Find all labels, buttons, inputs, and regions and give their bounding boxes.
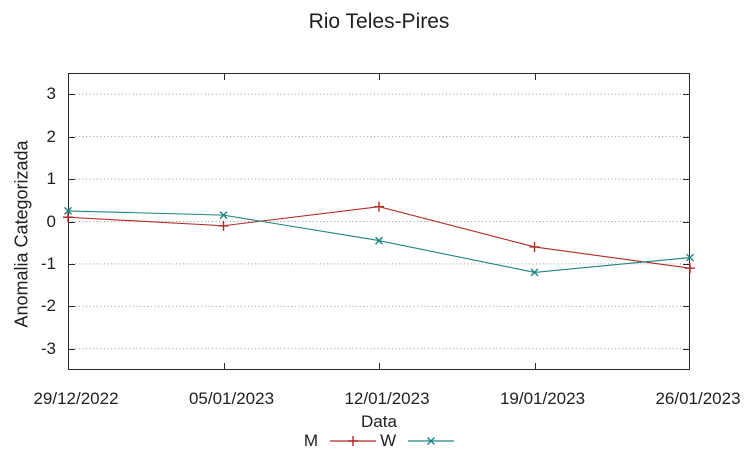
y-tick-label: -3 bbox=[40, 338, 56, 358]
x-tick-label: 12/01/2023 bbox=[344, 389, 430, 408]
data-point-w bbox=[686, 253, 694, 262]
data-point-m bbox=[218, 220, 229, 231]
data-point-w bbox=[375, 236, 383, 245]
chart-title: Rio Teles-Pires bbox=[308, 10, 450, 33]
legend-marker bbox=[348, 436, 359, 446]
plot-area bbox=[63, 73, 695, 370]
legend-label-m: M bbox=[303, 431, 319, 450]
y-tick-label: 2 bbox=[46, 126, 56, 146]
x-axis-title: Data bbox=[361, 412, 397, 431]
x-tick-label: 05/01/2023 bbox=[188, 389, 275, 408]
y-tick-label: 1 bbox=[46, 169, 56, 189]
y-tick-label: -2 bbox=[40, 296, 56, 316]
legend-label-w: W bbox=[380, 431, 397, 450]
data-point-w bbox=[64, 206, 72, 215]
data-point-w bbox=[219, 211, 228, 220]
x-tick-label: 29/12/2022 bbox=[33, 389, 119, 408]
series-line-w bbox=[67, 210, 691, 273]
data-point-w bbox=[530, 268, 539, 277]
data-point-m bbox=[529, 241, 540, 252]
legend-marker bbox=[427, 437, 436, 445]
data-point-m bbox=[374, 201, 384, 212]
data-point-m bbox=[63, 212, 73, 223]
x-tick-label: 19/01/2023 bbox=[499, 389, 586, 408]
x-tick-label: 26/01/2023 bbox=[655, 389, 741, 408]
y-tick-label: -1 bbox=[40, 253, 56, 273]
series-line-m bbox=[67, 206, 691, 269]
y-tick-label: 3 bbox=[46, 84, 56, 104]
legend: M W bbox=[68, 431, 690, 451]
legend-sample-w-line-icon bbox=[408, 437, 455, 445]
y-tick-label: 0 bbox=[46, 211, 56, 231]
legend-sample-m-line-icon bbox=[330, 436, 377, 446]
data-point-m bbox=[685, 263, 695, 274]
